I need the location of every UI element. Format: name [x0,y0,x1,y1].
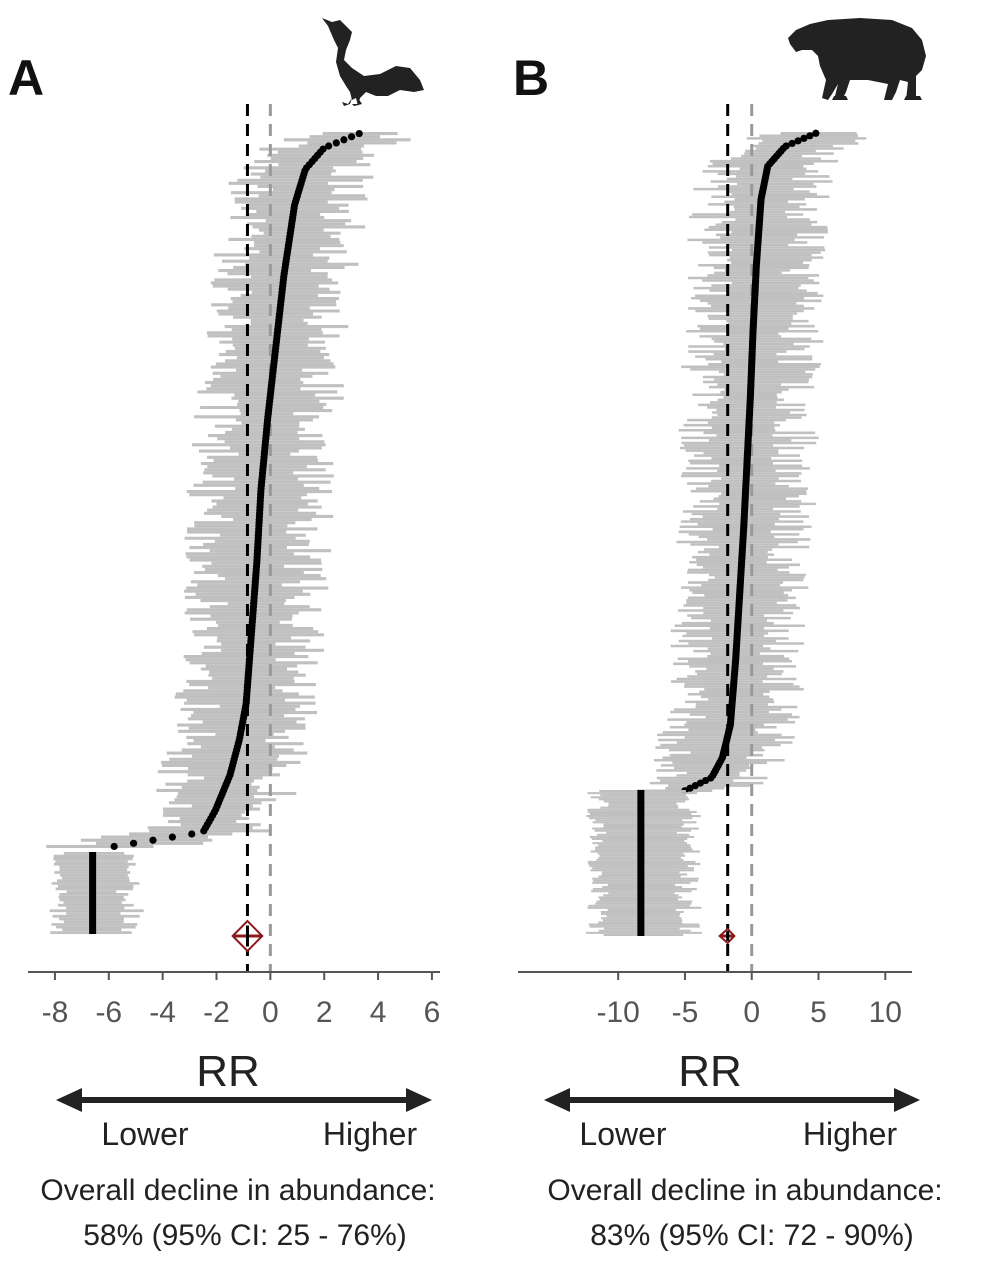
x-tick-label: -5 [672,996,699,1029]
panel-b: B -10 -5 0 5 10 RR Lower Higher Overall decl… [513,18,943,1252]
reference-lines [245,104,272,972]
overall-estimate-diamond [231,919,264,953]
arrow-label-higher: Higher [803,1116,898,1152]
extirpation-cluster [49,851,144,935]
direction-arrow [56,1088,432,1112]
effect-point [129,839,138,847]
x-tick-label: -2 [203,996,230,1029]
x-tick-label: 10 [869,996,902,1029]
effect-point [788,139,796,148]
effect-point [200,827,208,835]
effect-point [325,142,333,150]
panel-a: A -8 -6 -4 -2 0 2 4 6 RR Lower Higher Overall d… [8,18,440,1252]
effect-point [168,833,176,841]
tapir-icon [788,18,926,100]
summary-value: 83% (95% CI: 72 - 90%) [590,1219,913,1252]
panel-letter: A [8,50,44,106]
x-tick-label: 2 [316,996,333,1029]
x-tick-label: -10 [596,996,639,1029]
effect-point [332,139,340,147]
x-axis: -10 -5 0 5 10 [518,971,912,1029]
x-tick-label: 0 [743,996,760,1029]
overall-estimate-diamond [718,927,736,945]
effect-point [794,137,802,145]
effect-point [806,132,814,140]
effect-point [149,836,157,844]
extirpation-cluster [585,789,702,937]
effect-point [800,134,808,142]
x-tick-label: -4 [149,996,176,1029]
effect-point [188,830,196,838]
x-tick-label: 6 [424,996,441,1029]
effect-points [110,129,363,851]
effect-point [812,129,820,137]
x-axis: -8 -6 -4 -2 0 2 4 6 [28,971,441,1029]
effect-point [110,842,118,851]
effect-point [340,136,348,144]
summary-value: 58% (95% CI: 25 - 76%) [83,1219,406,1252]
x-axis-title: RR [678,1047,742,1096]
effect-points [681,129,820,795]
panel-letter: B [513,50,549,106]
x-axis-title: RR [196,1047,260,1096]
arrow-label-lower: Lower [101,1116,189,1152]
effect-point [355,129,363,138]
x-tick-label: 5 [810,996,827,1029]
summary-title: Overall decline in abundance: [40,1174,435,1207]
reference-lines [726,104,754,972]
ci-bars [46,131,411,849]
x-tick-label: -6 [95,996,122,1029]
x-tick-label: 4 [370,996,387,1029]
arrow-label-higher: Higher [323,1116,418,1152]
summary-title: Overall decline in abundance: [547,1174,942,1207]
x-tick-label: -8 [42,996,69,1029]
curassow-bird-icon [322,18,424,106]
arrow-label-lower: Lower [579,1116,667,1152]
effect-point [347,133,356,141]
direction-arrow [544,1088,920,1112]
x-tick-label: 0 [262,996,279,1029]
